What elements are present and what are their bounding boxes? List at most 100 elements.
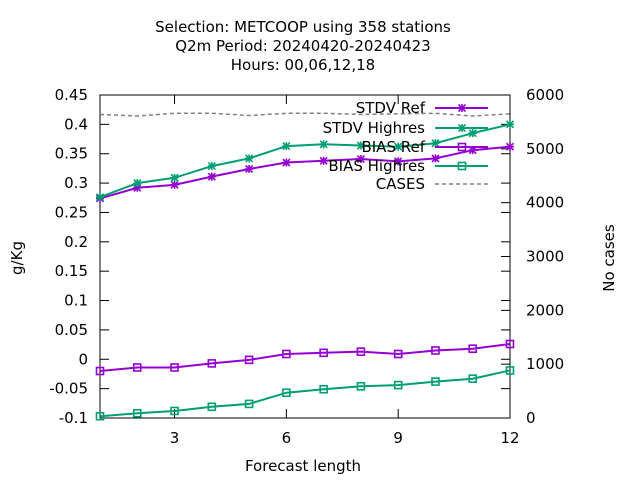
- y2-tick-label: 1000: [526, 355, 564, 373]
- data-point-star: [356, 141, 365, 150]
- x-tick-label: 3: [170, 429, 180, 447]
- data-point-star: [505, 120, 515, 129]
- y2-tick-label: 2000: [526, 301, 564, 319]
- data-point-square: [132, 409, 142, 418]
- data-point-star: [282, 142, 291, 151]
- data-point-square: [207, 402, 217, 412]
- y-tick-label: -0.05: [49, 380, 88, 398]
- y-tick-label: 0.15: [55, 262, 88, 280]
- series-line: [99, 112, 511, 117]
- data-point-square: [319, 384, 328, 394]
- legend-entry: STDV Highres: [323, 119, 488, 137]
- data-point-square: [244, 399, 254, 409]
- data-point-star: [170, 180, 179, 189]
- y-tick-label: 0.2: [64, 233, 88, 251]
- chart-title-line: Hours: 00,06,12,18: [231, 56, 375, 74]
- series-stdv-highres: [95, 120, 515, 202]
- data-point-star: [133, 179, 142, 188]
- data-point-star: [207, 161, 216, 171]
- data-point-star: [282, 158, 291, 167]
- data-point-square: [207, 359, 217, 368]
- legend-entry: CASES: [376, 175, 488, 193]
- plot-frame: [99, 94, 511, 419]
- legend-label: CASES: [376, 175, 425, 193]
- series-line: [99, 343, 511, 372]
- data-point-square: [170, 406, 179, 416]
- y2-tick-label: 6000: [526, 86, 564, 104]
- data-point-square: [457, 161, 467, 171]
- data-point-square: [393, 349, 403, 359]
- y-tick-label: 0.25: [55, 203, 88, 221]
- y2-tick-label: 5000: [526, 140, 564, 158]
- legend-label: STDV Ref: [356, 99, 426, 117]
- axes: -0.1 -0.05 0 0.05 0.1 0.15 0.2 0.25 0.3 0.35 0.4 0.…: [49, 86, 564, 447]
- y-tick-label: 0.35: [55, 145, 88, 163]
- data-point-star: [505, 142, 515, 151]
- y-tick-label: 0: [78, 350, 88, 368]
- data-point-square: [431, 346, 440, 355]
- series-lines: [95, 112, 515, 421]
- y-tick-label: 0.45: [55, 86, 88, 104]
- data-point-square: [468, 344, 478, 354]
- data-point-star: [170, 173, 179, 182]
- series-bias-highres: [95, 366, 515, 421]
- data-point-star: [431, 139, 440, 148]
- y2-tick-label: 4000: [526, 194, 564, 212]
- series-bias-ref: [95, 339, 515, 376]
- y-tick-label: -0.1: [59, 409, 88, 427]
- data-point-star: [457, 103, 467, 113]
- series-cases: [99, 112, 511, 117]
- data-point-square: [282, 388, 291, 398]
- legend-entry: BIAS Ref: [361, 138, 488, 156]
- data-point-star: [319, 156, 328, 165]
- x-tick-label: 12: [500, 429, 519, 447]
- legend-label: BIAS Highres: [328, 157, 425, 175]
- legend-entry: BIAS Highres: [328, 157, 488, 175]
- data-point-star: [245, 164, 254, 174]
- data-point-square: [356, 381, 366, 391]
- chart-title-line: Selection: METCOOP using 358 stations: [155, 18, 451, 36]
- data-point-star: [207, 172, 216, 181]
- data-point-star: [457, 123, 467, 133]
- data-point-square: [282, 349, 291, 359]
- data-point-square: [95, 366, 105, 376]
- data-point-square: [431, 377, 440, 386]
- data-point-square: [457, 142, 467, 152]
- data-point-square: [95, 411, 105, 421]
- data-point-star: [394, 157, 403, 166]
- data-point-star: [319, 140, 328, 149]
- y2-axis-label: No cases: [600, 224, 618, 292]
- series-line: [99, 123, 511, 199]
- y2-tick-label: 3000: [526, 248, 564, 266]
- y2-tick-label: 0: [526, 409, 536, 427]
- data-point-square: [170, 363, 179, 372]
- data-point-star: [356, 154, 365, 164]
- data-point-square: [244, 355, 254, 365]
- y-tick-label: 0.3: [64, 174, 88, 192]
- data-point-square: [132, 363, 142, 372]
- series-line: [99, 369, 511, 418]
- legend-label: BIAS Ref: [361, 138, 425, 156]
- chart-title-line: Q2m Period: 20240420-20240423: [175, 37, 430, 55]
- data-point-square: [468, 374, 478, 383]
- data-point-star: [394, 142, 403, 151]
- y-tick-label: 0.05: [55, 321, 88, 339]
- data-point-square: [393, 380, 403, 390]
- x-tick-label: 9: [393, 429, 403, 447]
- data-point-square: [319, 348, 328, 358]
- y-axis-label: g/Kg: [8, 241, 26, 275]
- legend-label: STDV Highres: [323, 119, 426, 137]
- series-stdv-ref: [95, 142, 515, 203]
- data-point-star: [468, 129, 477, 138]
- x-axis-label: Forecast length: [245, 457, 361, 475]
- legend-entry: STDV Ref: [356, 99, 488, 117]
- data-point-star: [245, 154, 254, 163]
- series-line: [99, 145, 511, 200]
- y-tick-label: 0.1: [64, 292, 88, 310]
- y-tick-label: 0.4: [64, 115, 88, 133]
- chart-title: Selection: METCOOP using 358 stationsQ2m…: [155, 18, 451, 74]
- data-point-star: [95, 193, 105, 202]
- data-point-square: [356, 347, 366, 356]
